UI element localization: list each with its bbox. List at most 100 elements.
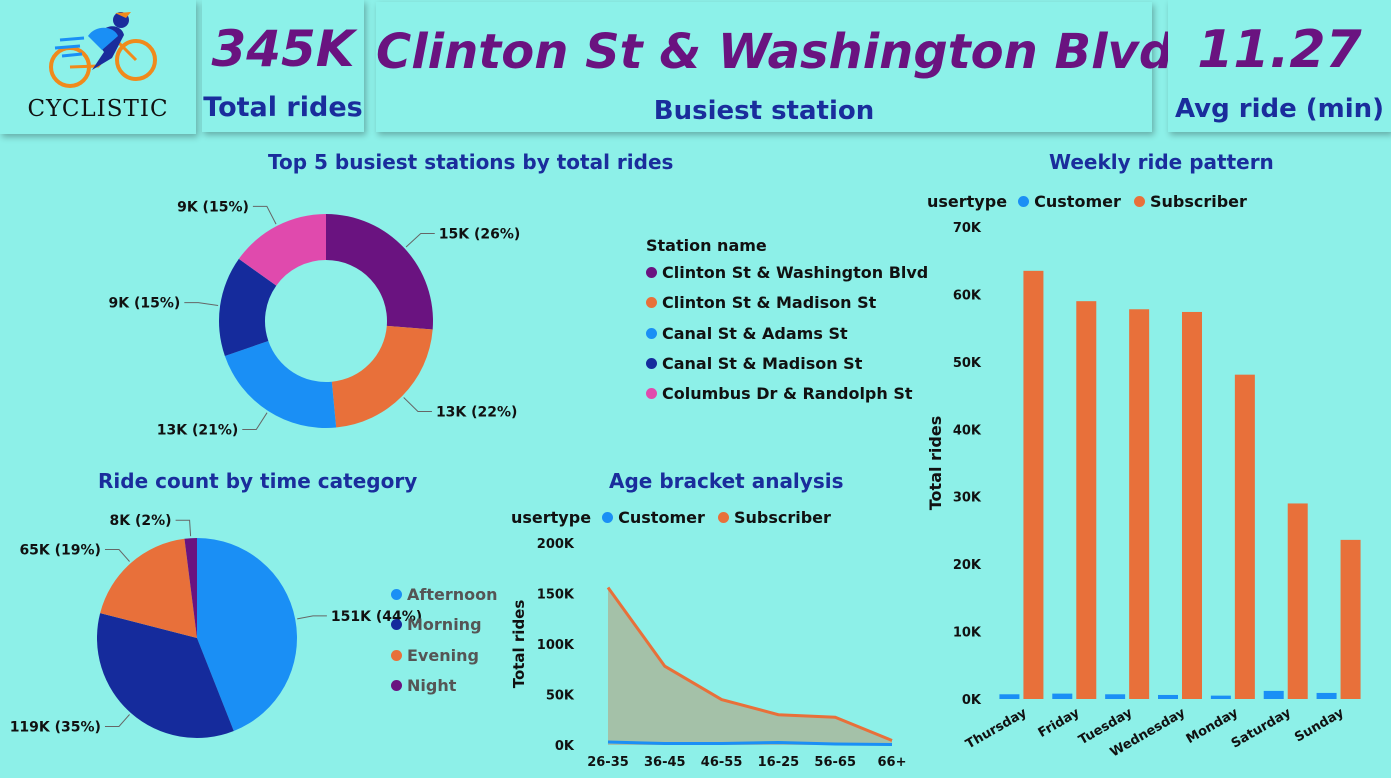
weekly-legend-title: usertype: [927, 192, 1008, 211]
weekly-bar-chart: 70K 60K 50K 40K 30K 20K 10K 0K Total rides Thursd…: [926, 221, 1361, 760]
kpi-total-rides-value: 345K: [211, 20, 355, 78]
kpi-busiest-station-card: Clinton St & Washington Blvd Busiest sta…: [376, 2, 1174, 132]
stations-legend-label: Clinton St & Madison St: [662, 293, 877, 312]
y-tick-label: 50K: [953, 356, 982, 371]
weekly-legend-item[interactable]: Customer: [1018, 192, 1121, 211]
subscriber-bar: [1076, 301, 1097, 699]
y-tick-label: 50K: [546, 689, 575, 704]
stations-chart-title: Top 5 busiest stations by total rides: [268, 150, 674, 174]
time-pie-chart: 151K (44%)119K (35%)65K (19%)8K (2%): [10, 513, 422, 738]
x-tick-label: 16-25: [758, 755, 800, 770]
y-tick-label: 200K: [537, 537, 575, 552]
stations-legend-item[interactable]: Clinton St & Washington Blvd: [646, 263, 928, 282]
age-legend-label: Customer: [618, 508, 705, 527]
pie-slice: [184, 538, 197, 638]
weekly-legend-item[interactable]: Subscriber: [1133, 192, 1247, 211]
donut-leader-line: [405, 232, 435, 248]
kpi-avg-ride-value: 11.27: [1197, 20, 1362, 80]
y-axis-title: Total rides: [510, 600, 528, 689]
time-legend-label: Morning: [407, 615, 482, 634]
kpi-avg-ride-card: 11.27 Avg ride (min): [1168, 0, 1391, 132]
time-legend-item[interactable]: Afternoon: [391, 585, 498, 604]
y-tick-label: 150K: [537, 588, 575, 603]
stations-legend-item[interactable]: Canal St & Madison St: [646, 354, 862, 373]
donut-leader-line: [242, 412, 268, 431]
stations-legend-item[interactable]: Clinton St & Madison St: [646, 293, 876, 312]
donut-data-label: 13K (21%): [157, 423, 239, 439]
age-legend-label: Subscriber: [733, 508, 831, 527]
subscriber-bar: [1234, 374, 1255, 699]
pie-data-label: 65K (19%): [19, 542, 101, 558]
x-tick-label: 46-55: [701, 755, 743, 770]
time-legend-label: Afternoon: [407, 585, 498, 604]
weekly-legend-label: Customer: [1034, 192, 1121, 211]
subscriber-bar: [1182, 311, 1202, 699]
stations-legend-item[interactable]: Canal St & Adams St: [646, 324, 848, 343]
stations-donut-chart: 15K (26%) 13K (22%) 13K (21%) 9K (15%) 9K (1…: [109, 199, 521, 439]
stations-legend-item[interactable]: Columbus Dr & Randolph St: [646, 384, 913, 403]
age-chart-title: Age bracket analysis: [609, 469, 844, 493]
time-legend-item[interactable]: Evening: [391, 646, 479, 665]
kpi-total-rides-card: 345K Total rides: [202, 0, 364, 132]
legend-dot-icon: [646, 297, 657, 308]
donut-data-label: 15K (26%): [439, 226, 521, 242]
legend-dot-icon: [602, 512, 614, 523]
pie-leader-line: [297, 615, 327, 620]
logo-card: CYCLISTIC: [0, 0, 196, 134]
pie-slice: [197, 538, 297, 731]
legend-dot-icon: [391, 680, 402, 691]
y-tick-label: 30K: [953, 491, 982, 506]
kpi-busiest-station-value: Clinton St & Washington Blvd: [376, 24, 1174, 80]
x-tick-label: 36-45: [644, 755, 686, 770]
donut-leader-line: [252, 205, 277, 225]
legend-dot-icon: [391, 619, 402, 630]
legend-dot-icon: [646, 267, 657, 278]
time-legend-item[interactable]: Night: [391, 676, 456, 695]
donut-leader-line: [184, 302, 219, 306]
legend-dot-icon: [717, 512, 729, 523]
x-tick-label: Sunday: [1292, 705, 1347, 745]
stations-legend-label: Clinton St & Washington Blvd: [662, 263, 929, 282]
subscriber-area: [608, 587, 892, 745]
y-tick-label: 100K: [537, 638, 575, 653]
kpi-busiest-station-label: Busiest station: [653, 96, 875, 126]
pie-data-label: 8K (2%): [110, 513, 172, 529]
subscriber-bar: [1129, 309, 1150, 699]
kpi-total-rides-label: Total rides: [203, 92, 363, 123]
time-chart-title: Ride count by time category: [98, 469, 418, 493]
customer-bar: [1210, 695, 1231, 699]
customer-bar: [999, 694, 1020, 699]
donut-slice: [326, 214, 433, 330]
logo-text: CYCLISTIC: [27, 96, 169, 122]
time-legend-item[interactable]: Morning: [391, 615, 482, 634]
x-tick-label: Thursday: [963, 705, 1030, 752]
customer-bar: [1158, 694, 1178, 699]
age-legend-item[interactable]: Customer: [602, 508, 705, 527]
subscriber-bar: [1340, 539, 1361, 699]
donut-data-label: 9K (15%): [177, 199, 249, 215]
legend-dot-icon: [1018, 196, 1030, 207]
legend-dot-icon: [1133, 196, 1145, 207]
legend-dot-icon: [646, 388, 657, 399]
legend-dot-icon: [391, 589, 402, 600]
customer-bar: [1263, 690, 1284, 699]
age-legend-item[interactable]: Subscriber: [717, 508, 831, 527]
y-tick-label: 0K: [555, 739, 575, 754]
pie-slice: [100, 538, 197, 638]
x-tick-label: 26-35: [587, 755, 629, 770]
y-tick-label: 40K: [953, 423, 982, 438]
donut-slice: [238, 214, 326, 286]
weekly-chart-title: Weekly ride pattern: [1049, 150, 1274, 174]
y-tick-label: 60K: [953, 288, 982, 303]
pie-data-label: 119K (35%): [10, 720, 101, 736]
customer-bar: [1052, 693, 1073, 699]
donut-leader-line: [403, 397, 432, 412]
age-legend: usertype Customer Subscriber: [511, 508, 831, 527]
stations-legend-label: Canal St & Adams St: [662, 324, 848, 343]
subscriber-bar: [1023, 270, 1044, 699]
legend-dot-icon: [391, 650, 402, 661]
y-tick-label: 70K: [953, 221, 982, 236]
time-legend-label: Night: [407, 676, 457, 695]
kpi-avg-ride-label: Avg ride (min): [1174, 94, 1385, 124]
donut-data-label: 9K (15%): [109, 296, 181, 312]
